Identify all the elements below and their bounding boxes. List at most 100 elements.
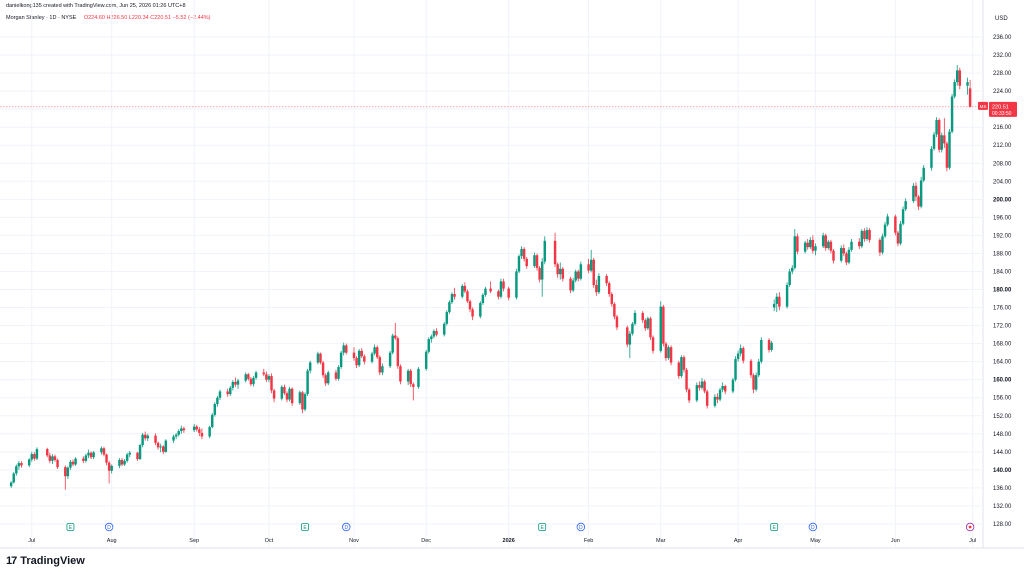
candle-body: [760, 340, 763, 362]
candle-body: [770, 342, 773, 350]
candle: [412, 382, 415, 401]
candle-body: [272, 390, 276, 399]
candle: [484, 286, 487, 297]
candle: [723, 384, 727, 395]
price-tick-label: 156.00: [993, 396, 1012, 402]
candle-body: [56, 459, 59, 468]
candle: [198, 427, 201, 437]
candle: [847, 247, 851, 265]
candle-body: [680, 357, 683, 377]
ohlc-open: O224.60: [83, 15, 105, 21]
candle-body: [958, 70, 962, 86]
ohlc-low: L220.34: [128, 15, 149, 21]
candle: [705, 389, 709, 409]
upcoming-event-dot: [968, 525, 972, 529]
candle: [120, 458, 124, 467]
candle-body: [700, 381, 704, 388]
candle: [685, 367, 688, 393]
candle: [651, 335, 655, 354]
candle-body: [71, 461, 75, 465]
candle: [211, 413, 214, 429]
symbol-name[interactable]: Morgan Stanley · 1D · NYSE: [6, 15, 77, 21]
candle: [940, 132, 943, 153]
candle: [394, 322, 397, 341]
candle: [886, 213, 889, 227]
candle-body: [92, 452, 95, 458]
candle-body: [12, 473, 15, 483]
candle-body: [337, 367, 340, 379]
price-tick-label: 188.00: [993, 251, 1012, 257]
candle-body: [899, 223, 902, 244]
candle: [319, 352, 322, 365]
candle-body: [87, 452, 90, 456]
candle-body: [943, 135, 946, 144]
candle: [739, 344, 742, 357]
candle: [373, 344, 376, 356]
candle: [943, 118, 946, 148]
price-tick-label: 152.00: [993, 414, 1012, 420]
price-tick-label: 172.00: [993, 324, 1012, 330]
currency-label[interactable]: USD: [995, 16, 1008, 22]
candle-body: [164, 440, 168, 452]
candle: [628, 331, 632, 359]
candle: [698, 381, 701, 391]
candle-body: [30, 454, 34, 460]
candle-body: [20, 463, 23, 466]
candle: [56, 458, 59, 469]
candle-body: [569, 278, 572, 291]
candle: [461, 284, 464, 299]
candle: [468, 299, 472, 313]
candle-body: [53, 456, 57, 460]
price-tick-label: 208.00: [993, 161, 1012, 167]
candle: [417, 367, 420, 389]
candle: [363, 354, 366, 365]
candle: [605, 274, 608, 286]
candle-body: [234, 381, 237, 385]
candle: [236, 378, 240, 389]
candle: [607, 281, 611, 297]
candle-body: [69, 461, 72, 468]
candle: [662, 304, 665, 347]
symbol-legend: Morgan Stanley · 1D · NYSE O224.60 H226.…: [6, 15, 210, 21]
price-tick-label: 148.00: [993, 432, 1012, 438]
candle-body: [535, 255, 539, 268]
candle: [772, 299, 776, 312]
earnings-marker: [770, 523, 779, 531]
candle: [249, 376, 253, 387]
candle: [9, 481, 13, 488]
candle-body: [357, 350, 361, 366]
candle: [556, 262, 559, 278]
price-tick-label: 236.00: [993, 35, 1012, 41]
candle-body: [829, 241, 833, 251]
candle-body: [935, 119, 938, 135]
price-axis[interactable]: 128.00 132.00 136.00 140.00 144.00 148.00 152.…: [993, 35, 1012, 528]
candle-body: [791, 267, 794, 272]
candle: [703, 379, 706, 394]
candle-body: [613, 303, 616, 317]
candle-body: [896, 232, 900, 244]
candle-body: [280, 386, 284, 399]
candle: [499, 278, 503, 299]
candle-body: [553, 240, 557, 265]
candle-body: [723, 386, 727, 392]
candle-body: [120, 459, 124, 465]
candle-body: [396, 338, 400, 367]
candle-body: [143, 434, 147, 439]
candle: [177, 429, 180, 437]
candle: [535, 253, 539, 271]
candle-body: [463, 285, 467, 292]
candle-body: [644, 320, 647, 329]
candle: [479, 301, 482, 319]
candle: [497, 289, 500, 300]
candle: [156, 441, 160, 450]
time-axis[interactable]: Jul Aug Sep Oct Nov Dec 2026 Feb Mar Apr May Jun Jul: [28, 538, 976, 544]
tradingview-logo: 17 TradingView: [6, 555, 85, 567]
earnings-marker: [66, 523, 75, 531]
ticker-badge: [978, 101, 988, 110]
candle-body: [633, 312, 637, 324]
time-tick-label: Feb: [584, 538, 593, 544]
candle-body: [342, 345, 345, 353]
